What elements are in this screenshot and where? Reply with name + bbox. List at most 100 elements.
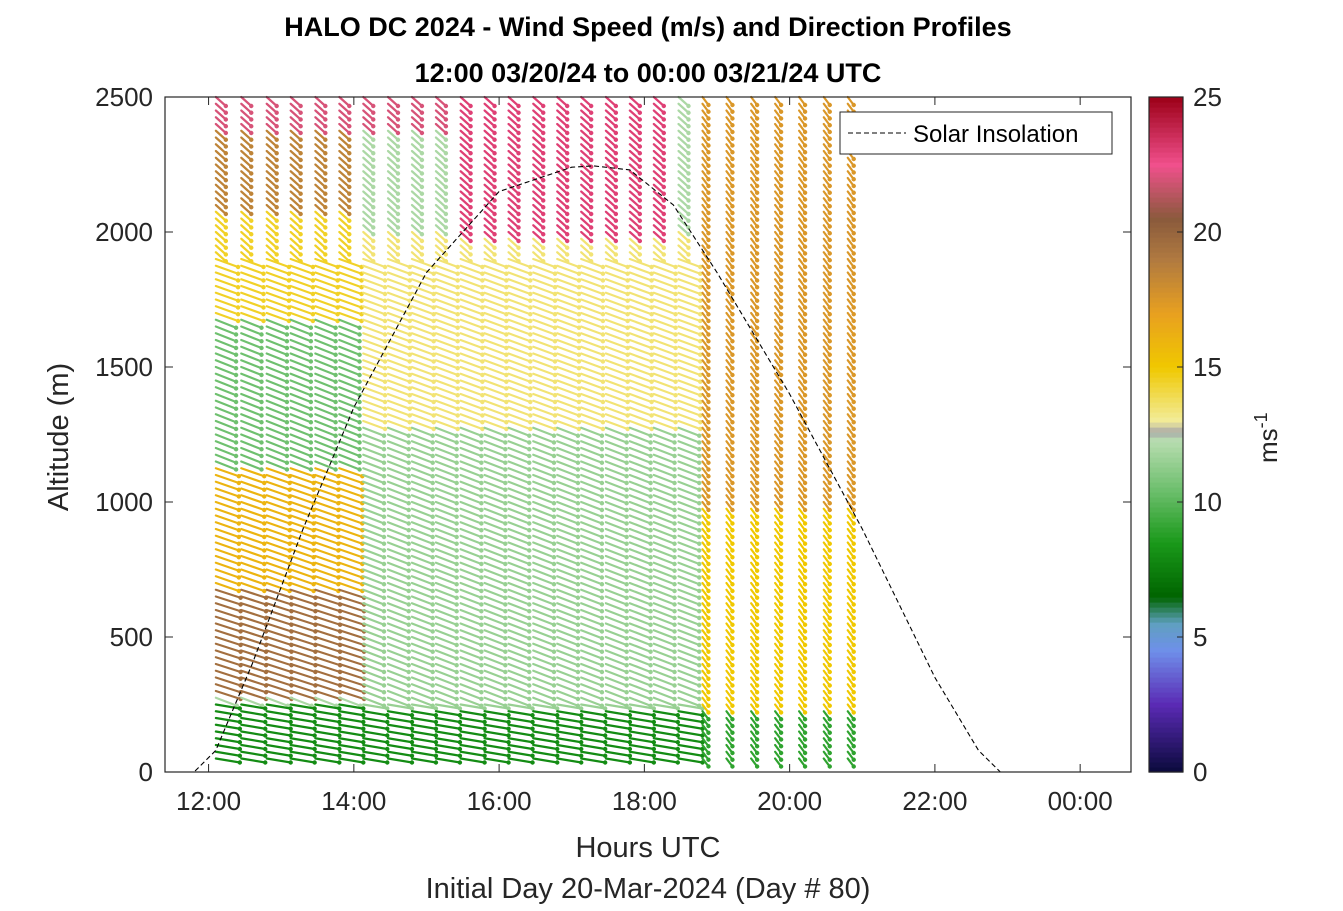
wind-arrow xyxy=(628,109,641,121)
wind-arrow-head xyxy=(754,278,760,283)
wind-arrow xyxy=(240,95,253,108)
wind-arrow-head xyxy=(528,339,533,344)
wind-arrow-head xyxy=(754,352,760,357)
wind-arrow xyxy=(434,656,458,667)
wind-arrow xyxy=(507,332,532,343)
wind-arrow xyxy=(314,365,337,377)
wind-arrow xyxy=(410,446,434,458)
wind-arrow xyxy=(289,163,302,175)
wind-arrow-head xyxy=(337,733,342,738)
wind-arrow-head xyxy=(409,706,415,711)
wind-arrow-head xyxy=(381,568,387,573)
wind-arrow-head xyxy=(527,440,532,445)
wind-arrow-head xyxy=(492,117,497,122)
wind-arrow xyxy=(314,696,338,707)
wind-arrow-head xyxy=(706,642,711,648)
wind-arrow-head xyxy=(504,285,509,290)
wind-arrow-head xyxy=(347,238,352,244)
wind-arrow xyxy=(507,149,520,162)
wind-arrow xyxy=(532,136,545,148)
wind-arrow xyxy=(434,723,462,730)
wind-arrow xyxy=(314,642,342,653)
wind-arrow-head xyxy=(730,359,735,364)
wind-arrow-head xyxy=(706,197,711,202)
wind-arrow xyxy=(483,338,508,350)
wind-arrow-head xyxy=(565,211,570,217)
wind-arrow-head xyxy=(730,109,735,114)
wind-arrow xyxy=(532,460,556,471)
wind-arrow-head xyxy=(235,264,241,270)
wind-arrow xyxy=(214,676,242,687)
wind-arrow xyxy=(507,109,520,121)
wind-arrow-head xyxy=(778,298,784,303)
wind-arrow-head xyxy=(778,588,784,594)
wind-arrow xyxy=(677,541,701,552)
wind-arrow-head xyxy=(599,528,605,533)
wind-arrow xyxy=(338,176,351,189)
wind-arrow-head xyxy=(443,238,449,244)
wind-arrow-head xyxy=(480,386,485,391)
wind-arrow xyxy=(386,116,400,128)
wind-arrow-head xyxy=(802,372,808,378)
wind-arrow xyxy=(240,527,266,539)
wind-arrow xyxy=(604,649,628,660)
wind-arrow-head xyxy=(648,568,653,573)
wind-arrow-head xyxy=(262,541,267,546)
wind-arrow-head xyxy=(588,117,594,122)
wind-arrow xyxy=(677,102,690,114)
wind-arrow-head xyxy=(503,683,508,688)
wind-arrow xyxy=(507,446,531,458)
wind-arrow-head xyxy=(541,238,546,244)
wind-arrow xyxy=(459,527,483,539)
wind-arrow xyxy=(677,635,701,647)
wind-arrow-head xyxy=(382,372,388,378)
wind-arrow-head xyxy=(648,649,653,654)
wind-arrow-head xyxy=(673,399,678,405)
wind-arrow-head xyxy=(778,278,784,283)
wind-arrow xyxy=(459,278,484,289)
wind-arrow xyxy=(240,710,267,717)
wind-arrow xyxy=(532,453,556,464)
wind-arrow-head xyxy=(730,696,735,702)
wind-arrow-head xyxy=(686,110,691,115)
wind-arrow xyxy=(410,183,424,195)
chart-title: HALO DC 2024 - Wind Speed (m/s) and Dire… xyxy=(284,12,1012,42)
wind-arrow xyxy=(314,750,341,757)
wind-arrow xyxy=(507,683,531,694)
wind-arrow-head xyxy=(249,205,254,210)
wind-arrow-head xyxy=(406,555,411,560)
wind-arrow xyxy=(265,129,278,141)
wind-arrow-head xyxy=(730,332,735,337)
wind-arrow xyxy=(507,311,532,323)
wind-arrow xyxy=(289,446,313,458)
wind-arrow-head xyxy=(754,136,760,141)
wind-arrow-head xyxy=(323,218,328,223)
wind-arrow-head xyxy=(624,561,629,567)
wind-arrow xyxy=(580,689,604,701)
wind-arrow-head xyxy=(599,636,605,641)
wind-arrow xyxy=(556,514,580,525)
wind-arrow-head xyxy=(551,561,557,567)
wind-arrow-head xyxy=(778,204,784,209)
wind-arrow xyxy=(532,696,556,707)
wind-arrow xyxy=(628,507,652,518)
wind-arrow-head xyxy=(310,318,316,324)
wind-arrow xyxy=(459,271,484,282)
wind-arrow xyxy=(362,176,375,189)
wind-arrow xyxy=(289,176,302,189)
wind-arrow-head xyxy=(627,719,633,725)
wind-arrow-head xyxy=(624,649,629,654)
wind-arrow xyxy=(314,392,337,404)
wind-arrow-head xyxy=(648,433,653,438)
wind-arrow-head xyxy=(778,555,784,560)
wind-arrow xyxy=(459,730,486,737)
wind-arrow xyxy=(483,642,507,653)
wind-arrow-head xyxy=(698,379,703,384)
wind-arrow-head xyxy=(624,433,629,438)
wind-arrow xyxy=(240,136,253,148)
wind-arrow-head xyxy=(528,305,533,310)
wind-arrow-head xyxy=(551,649,557,654)
wind-arrow-head xyxy=(308,332,314,337)
wind-arrow-head xyxy=(395,124,401,129)
wind-arrow xyxy=(556,507,580,518)
